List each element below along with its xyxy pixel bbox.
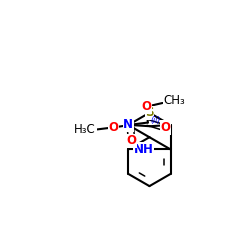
Text: S: S [145, 106, 154, 119]
Text: CH₃: CH₃ [164, 94, 186, 107]
Text: O: O [142, 100, 152, 113]
Text: H₃C: H₃C [74, 123, 96, 136]
Text: O: O [126, 134, 136, 147]
Text: (ii): (ii) [150, 116, 161, 124]
Text: O: O [161, 121, 171, 134]
Text: O: O [108, 121, 118, 134]
Text: N: N [123, 118, 133, 132]
Text: NH: NH [134, 143, 153, 156]
